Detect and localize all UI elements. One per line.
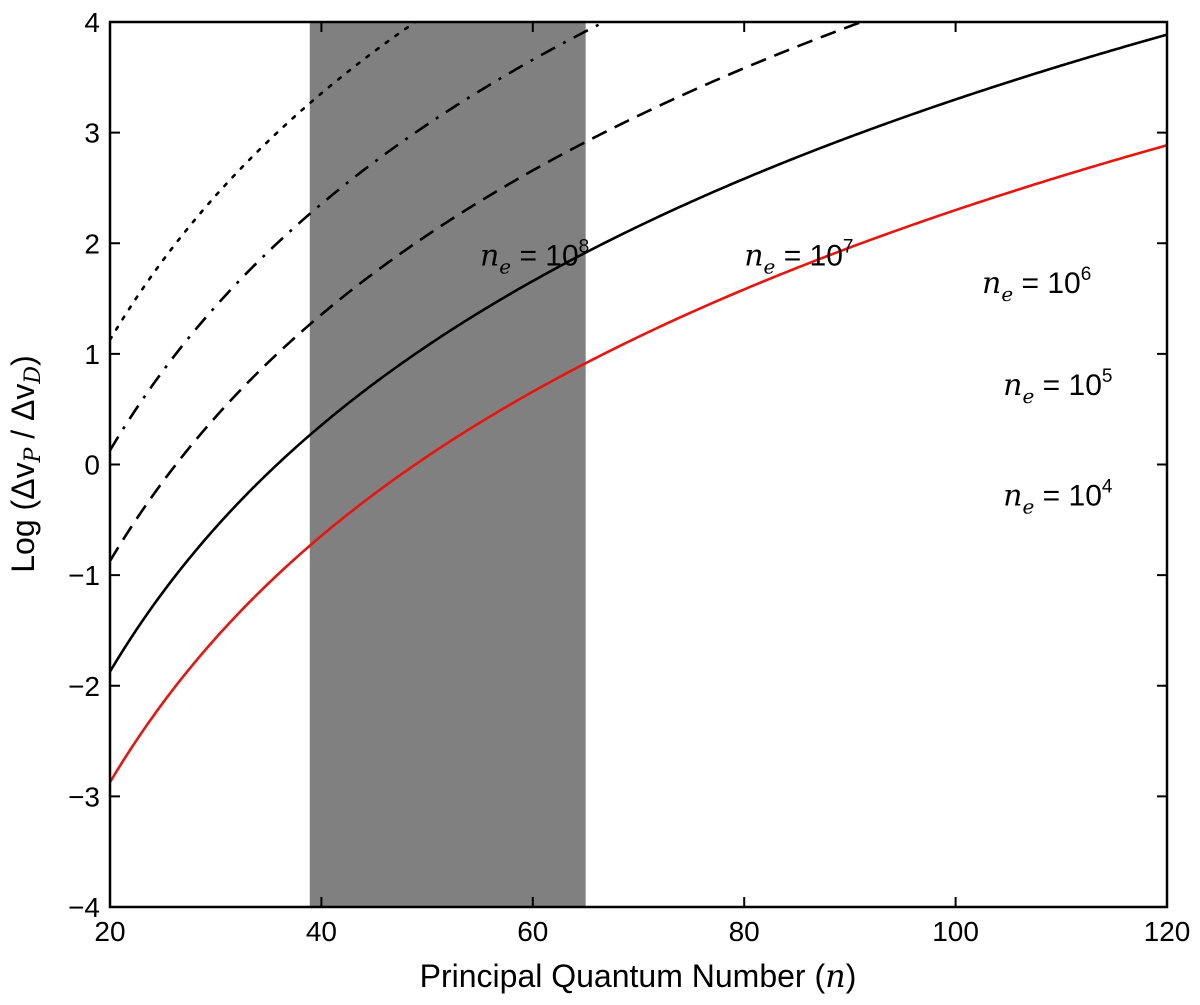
y-tick-label: −3 — [68, 781, 100, 812]
series-line-ne-1e8 — [110, 22, 418, 342]
series-label-ne-1e6: ne = 106 — [982, 264, 1091, 306]
y-tick-label: 2 — [84, 228, 100, 259]
x-tick-label: 60 — [517, 916, 548, 947]
series-line-ne-1e6 — [110, 22, 866, 562]
y-tick-label: −4 — [68, 892, 100, 923]
y-tick-label: −2 — [68, 671, 100, 702]
x-tick-label: 80 — [729, 916, 760, 947]
series-label-ne-1e8: ne = 108 — [480, 236, 589, 278]
shaded-band — [309, 22, 586, 907]
y-tick-label: −1 — [68, 560, 100, 591]
shaded-band-layer — [309, 22, 586, 907]
x-tick-label: 40 — [306, 916, 337, 947]
plot-frame — [108, 20, 1169, 909]
y-tick-label: 4 — [84, 7, 100, 38]
series-label-ne-1e4: ne = 104 — [1003, 476, 1113, 518]
annotation-layer: ne = 108 ne = 107 ne = 106 ne = 105 ne = 104 — [480, 236, 1113, 518]
tick-layer: 20 40 60 80 100 120 −4 −3 −2 −1 0 1 2 3 4 — [68, 7, 1190, 947]
x-axis-title: Principal Quantum Number (n) — [420, 957, 857, 995]
y-tick-label: 0 — [84, 450, 100, 481]
x-tick-label: 100 — [932, 916, 979, 947]
series-line-ne-1e5 — [110, 33, 1167, 673]
y-tick-label: 3 — [84, 118, 100, 149]
series-line-ne-1e4 — [110, 143, 1167, 783]
series-label-ne-1e7: ne = 107 — [744, 236, 853, 278]
y-axis-title: Log (ΔvP / ΔvD) — [5, 355, 46, 572]
x-tick-label: 120 — [1144, 916, 1191, 947]
series-label-ne-1e5: ne = 105 — [1003, 366, 1112, 408]
y-tick-label: 1 — [84, 339, 100, 370]
series-layer — [110, 22, 1167, 783]
x-tick-label: 20 — [94, 916, 125, 947]
